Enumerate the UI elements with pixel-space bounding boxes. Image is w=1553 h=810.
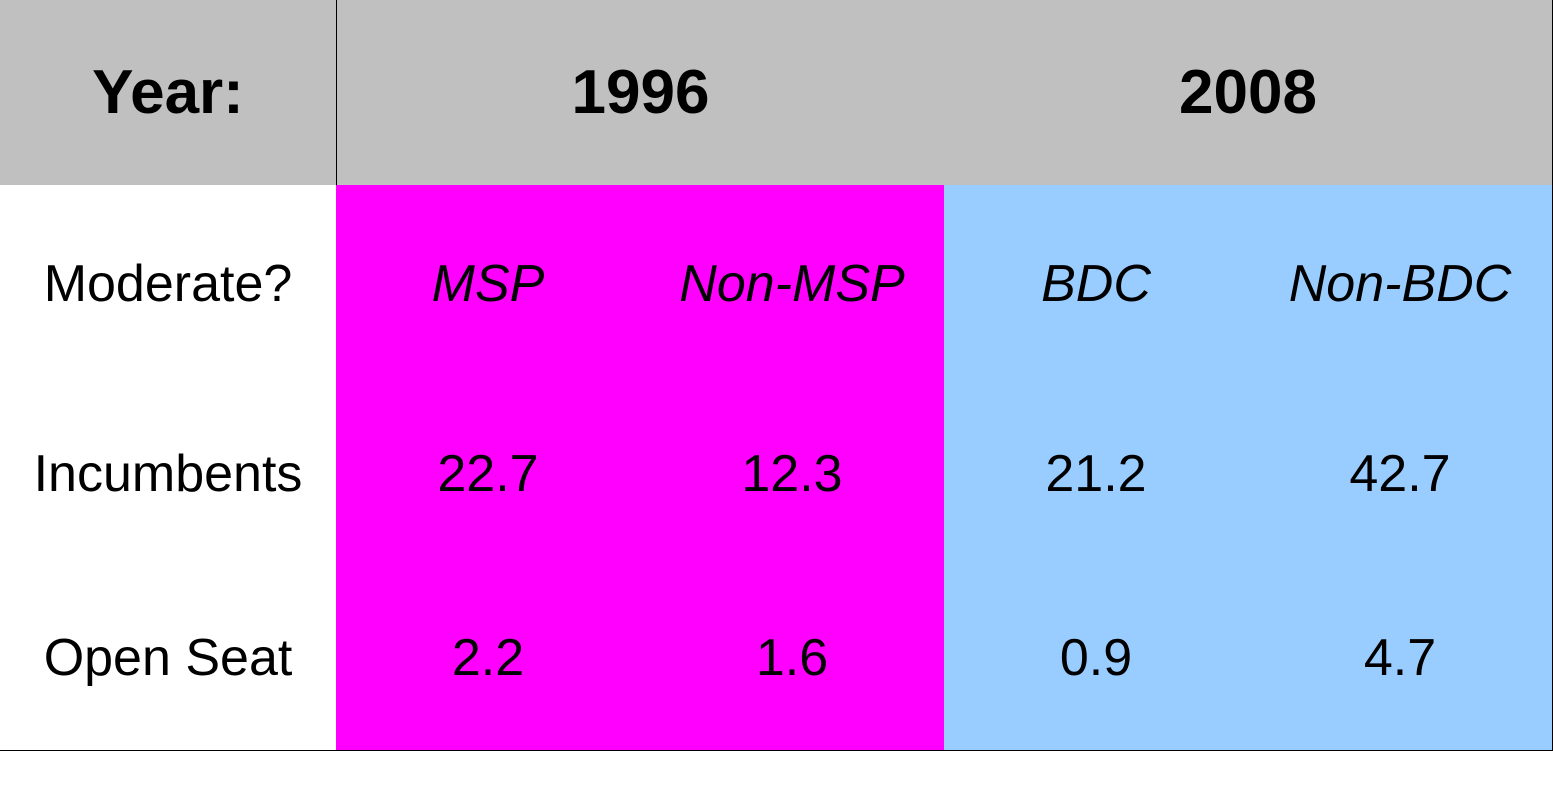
table-cell: 0.9 xyxy=(944,566,1249,751)
table-cell: 42.7 xyxy=(1248,382,1553,567)
table-cell: 22.7 xyxy=(336,382,641,567)
table-cell: 4.7 xyxy=(1248,566,1553,751)
row-label: Incumbents xyxy=(0,382,337,567)
row-label: Open Seat xyxy=(0,566,337,751)
header-cell: 1996 xyxy=(336,0,945,186)
table-cell: MSP xyxy=(336,185,641,383)
table-cell: 21.2 xyxy=(944,382,1249,567)
table-cell: Non-MSP xyxy=(640,185,945,383)
table-cell: BDC xyxy=(944,185,1249,383)
header-cell: Year: xyxy=(0,0,337,186)
row-label: Moderate? xyxy=(0,185,337,383)
table-cell: 1.6 xyxy=(640,566,945,751)
table-cell: Non-BDC xyxy=(1248,185,1553,383)
table-cell: 2.2 xyxy=(336,566,641,751)
table-cell: 12.3 xyxy=(640,382,945,567)
header-cell: 2008 xyxy=(944,0,1553,186)
